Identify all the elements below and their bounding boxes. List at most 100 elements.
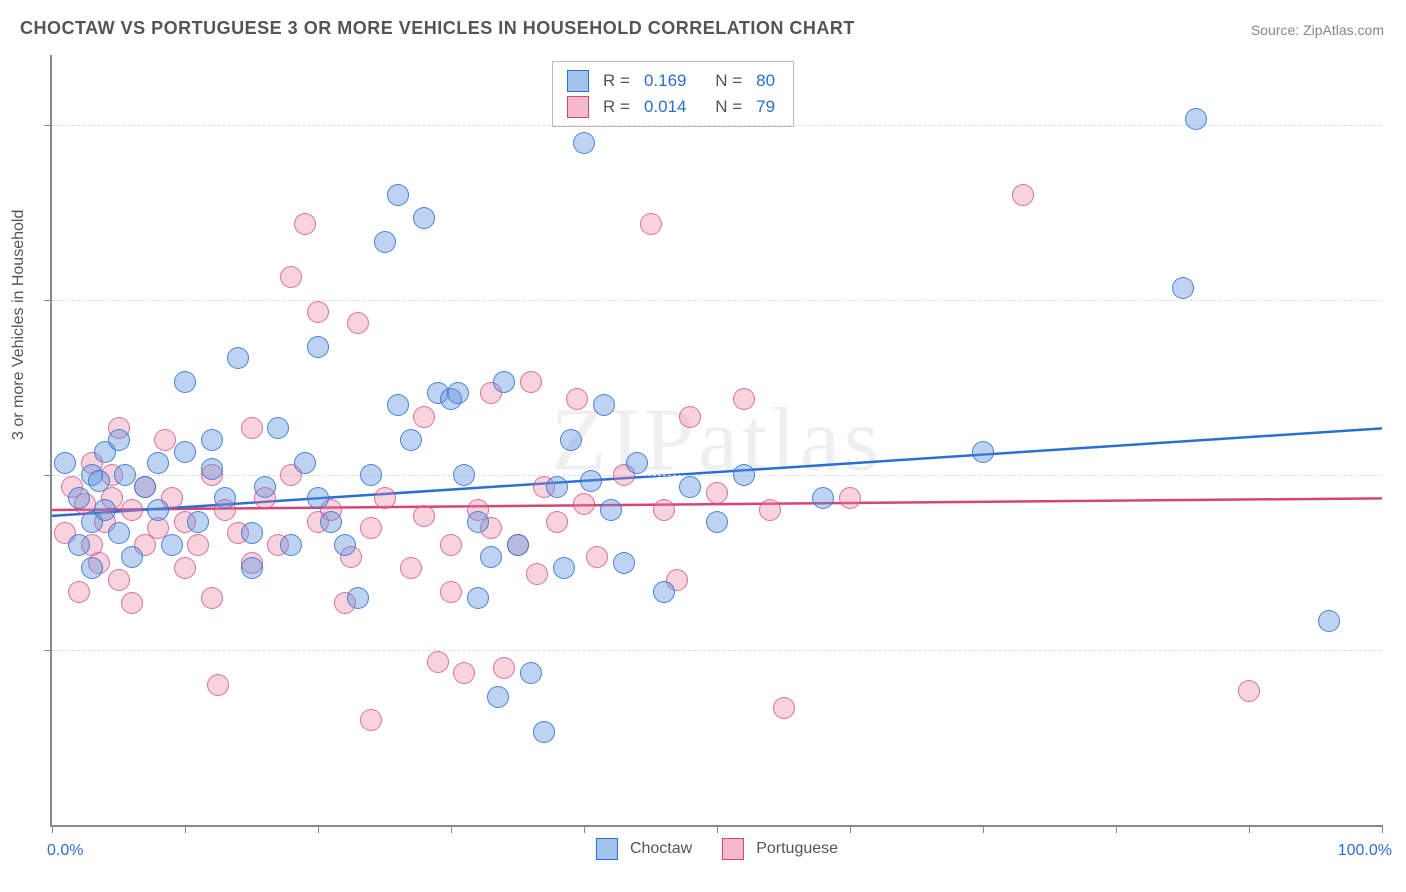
data-point-choctaw (134, 476, 156, 498)
data-point-portuguese (413, 505, 435, 527)
data-point-choctaw (334, 534, 356, 556)
data-point-choctaw (360, 464, 382, 486)
data-point-portuguese (440, 581, 462, 603)
data-point-choctaw (241, 557, 263, 579)
data-point-choctaw (453, 464, 475, 486)
data-point-portuguese (706, 482, 728, 504)
x-tick (318, 825, 319, 833)
data-point-choctaw (507, 534, 529, 556)
data-point-choctaw (267, 417, 289, 439)
data-point-choctaw (593, 394, 615, 416)
data-point-choctaw (294, 452, 316, 474)
chart-title: CHOCTAW VS PORTUGUESE 3 OR MORE VEHICLES… (20, 18, 855, 39)
x-tick (983, 825, 984, 833)
data-point-choctaw (201, 458, 223, 480)
data-point-portuguese (679, 406, 701, 428)
data-point-portuguese (773, 697, 795, 719)
gridline (52, 475, 1382, 476)
data-point-portuguese (360, 709, 382, 731)
data-point-choctaw (613, 552, 635, 574)
data-point-portuguese (347, 312, 369, 334)
data-point-choctaw (88, 470, 110, 492)
data-point-choctaw (147, 499, 169, 521)
data-point-choctaw (81, 557, 103, 579)
data-point-portuguese (440, 534, 462, 556)
r-value-choctaw: 0.169 (644, 68, 687, 94)
legend-item-choctaw: Choctaw (596, 838, 692, 860)
data-point-choctaw (626, 452, 648, 474)
data-point-portuguese (573, 493, 595, 515)
data-point-choctaw (413, 207, 435, 229)
x-tick (1116, 825, 1117, 833)
data-point-choctaw (546, 476, 568, 498)
data-point-choctaw (553, 557, 575, 579)
x-tick (584, 825, 585, 833)
data-point-portuguese (360, 517, 382, 539)
data-point-choctaw (108, 522, 130, 544)
data-point-portuguese (427, 651, 449, 673)
data-point-portuguese (546, 511, 568, 533)
series-legend: Choctaw Portuguese (596, 838, 838, 860)
data-point-choctaw (580, 470, 602, 492)
data-point-choctaw (679, 476, 701, 498)
gridline (52, 125, 1382, 126)
data-point-choctaw (307, 336, 329, 358)
data-point-portuguese (566, 388, 588, 410)
x-tick (52, 825, 53, 833)
data-point-choctaw (161, 534, 183, 556)
data-point-portuguese (154, 429, 176, 451)
y-tick (44, 475, 52, 476)
data-point-choctaw (1172, 277, 1194, 299)
r-label: R = (603, 68, 630, 94)
data-point-portuguese (121, 499, 143, 521)
data-point-choctaw (493, 371, 515, 393)
data-point-portuguese (453, 662, 475, 684)
source-label: Source: ZipAtlas.com (1251, 22, 1384, 38)
trendlines (52, 55, 1382, 825)
y-tick-label: 15.0% (1392, 641, 1406, 659)
data-point-portuguese (187, 534, 209, 556)
data-point-choctaw (280, 534, 302, 556)
legend-label-choctaw: Choctaw (630, 840, 692, 858)
n-label: N = (715, 94, 742, 120)
data-point-choctaw (254, 476, 276, 498)
data-point-choctaw (174, 371, 196, 393)
data-point-choctaw (374, 231, 396, 253)
data-point-choctaw (972, 441, 994, 463)
data-point-choctaw (467, 511, 489, 533)
data-point-choctaw (560, 429, 582, 451)
stats-row-choctaw: R = 0.169 N = 80 (567, 68, 779, 94)
data-point-choctaw (706, 511, 728, 533)
data-point-choctaw (121, 546, 143, 568)
data-point-choctaw (447, 382, 469, 404)
x-tick (850, 825, 851, 833)
legend-item-portuguese: Portuguese (722, 838, 838, 860)
y-axis-title: 3 or more Vehicles in Household (10, 210, 28, 440)
data-point-choctaw (480, 546, 502, 568)
x-axis-max-label: 100.0% (1338, 842, 1392, 860)
swatch-choctaw (596, 838, 618, 860)
data-point-choctaw (733, 464, 755, 486)
r-value-portuguese: 0.014 (644, 94, 687, 120)
y-tick (44, 650, 52, 651)
data-point-portuguese (733, 388, 755, 410)
data-point-portuguese (207, 674, 229, 696)
data-point-choctaw (1185, 108, 1207, 130)
data-point-choctaw (68, 534, 90, 556)
data-point-choctaw (114, 464, 136, 486)
data-point-portuguese (108, 569, 130, 591)
gridline (52, 300, 1382, 301)
data-point-choctaw (387, 394, 409, 416)
data-point-choctaw (812, 487, 834, 509)
swatch-choctaw (567, 70, 589, 92)
x-tick (451, 825, 452, 833)
data-point-choctaw (241, 522, 263, 544)
data-point-portuguese (586, 546, 608, 568)
data-point-portuguese (413, 406, 435, 428)
x-tick (1249, 825, 1250, 833)
y-tick (44, 125, 52, 126)
data-point-choctaw (573, 132, 595, 154)
swatch-portuguese (567, 96, 589, 118)
data-point-choctaw (108, 429, 130, 451)
stats-row-portuguese: R = 0.014 N = 79 (567, 94, 779, 120)
